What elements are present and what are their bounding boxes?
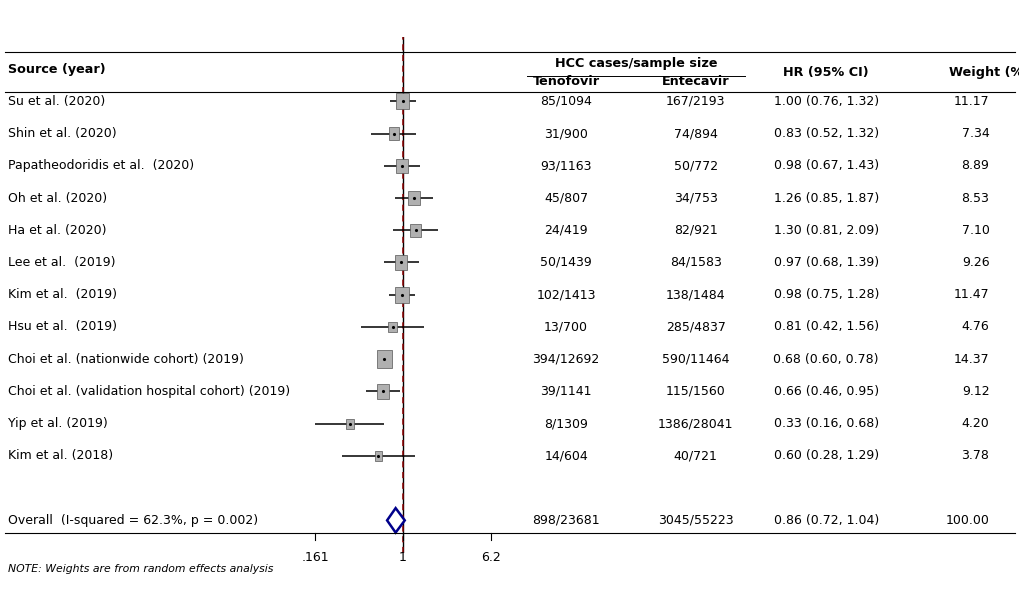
Text: 0.81 (0.42, 1.56): 0.81 (0.42, 1.56) bbox=[772, 321, 878, 333]
Text: .161: .161 bbox=[301, 551, 328, 564]
Text: 50/772: 50/772 bbox=[673, 159, 717, 173]
Text: 40/721: 40/721 bbox=[673, 449, 717, 462]
Text: 1: 1 bbox=[398, 551, 407, 564]
Text: 167/2193: 167/2193 bbox=[665, 95, 725, 108]
Text: 3.78: 3.78 bbox=[961, 449, 988, 462]
Text: 8/1309: 8/1309 bbox=[543, 417, 588, 430]
Text: 45/807: 45/807 bbox=[543, 192, 588, 204]
Text: Overall  (I-squared = 62.3%, p = 0.002): Overall (I-squared = 62.3%, p = 0.002) bbox=[8, 514, 258, 527]
Text: 14.37: 14.37 bbox=[953, 352, 988, 366]
Text: 6.2: 6.2 bbox=[480, 551, 500, 564]
Bar bbox=[395, 287, 409, 303]
Bar bbox=[410, 224, 420, 236]
Text: 1.00 (0.76, 1.32): 1.00 (0.76, 1.32) bbox=[772, 95, 878, 108]
Text: 0.66 (0.46, 0.95): 0.66 (0.46, 0.95) bbox=[772, 385, 878, 398]
Text: 0.86 (0.72, 1.04): 0.86 (0.72, 1.04) bbox=[772, 514, 878, 527]
Text: 7.34: 7.34 bbox=[961, 127, 988, 140]
Bar bbox=[408, 191, 419, 205]
Text: 39/1141: 39/1141 bbox=[540, 385, 591, 398]
Text: 0.97 (0.68, 1.39): 0.97 (0.68, 1.39) bbox=[772, 256, 878, 269]
Text: 394/12692: 394/12692 bbox=[532, 352, 599, 366]
Text: 0.83 (0.52, 1.32): 0.83 (0.52, 1.32) bbox=[772, 127, 878, 140]
Text: 4.76: 4.76 bbox=[961, 321, 988, 333]
Text: 31/900: 31/900 bbox=[543, 127, 588, 140]
Text: 14/604: 14/604 bbox=[544, 449, 587, 462]
Text: 0.60 (0.28, 1.29): 0.60 (0.28, 1.29) bbox=[772, 449, 878, 462]
Text: Kim et al. (2018): Kim et al. (2018) bbox=[8, 449, 113, 462]
Text: 74/894: 74/894 bbox=[673, 127, 717, 140]
Text: 590/11464: 590/11464 bbox=[661, 352, 729, 366]
Text: 1.26 (0.85, 1.87): 1.26 (0.85, 1.87) bbox=[772, 192, 878, 204]
Bar bbox=[377, 350, 391, 368]
Text: 34/753: 34/753 bbox=[673, 192, 717, 204]
Text: Lee et al.  (2019): Lee et al. (2019) bbox=[8, 256, 115, 269]
Text: 0.68 (0.60, 0.78): 0.68 (0.60, 0.78) bbox=[772, 352, 878, 366]
Text: Tenofovir: Tenofovir bbox=[532, 74, 599, 88]
Polygon shape bbox=[386, 508, 405, 532]
Text: 102/1413: 102/1413 bbox=[536, 288, 595, 301]
Text: 50/1439: 50/1439 bbox=[540, 256, 591, 269]
Text: 898/23681: 898/23681 bbox=[532, 514, 599, 527]
Text: 100.00: 100.00 bbox=[945, 514, 988, 527]
Text: NOTE: Weights are from random effects analysis: NOTE: Weights are from random effects an… bbox=[8, 564, 273, 573]
Text: 3045/55223: 3045/55223 bbox=[657, 514, 733, 527]
Text: Kim et al.  (2019): Kim et al. (2019) bbox=[8, 288, 117, 301]
Text: 138/1484: 138/1484 bbox=[665, 288, 725, 301]
Text: Weight (%): Weight (%) bbox=[949, 66, 1019, 79]
Bar bbox=[396, 93, 409, 109]
Text: HCC cases/sample size: HCC cases/sample size bbox=[554, 56, 716, 70]
Text: 285/4837: 285/4837 bbox=[665, 321, 725, 333]
Text: Choi et al. (validation hospital cohort) (2019): Choi et al. (validation hospital cohort)… bbox=[8, 385, 290, 398]
Bar bbox=[345, 419, 354, 429]
Text: 1386/28041: 1386/28041 bbox=[657, 417, 733, 430]
Text: 13/700: 13/700 bbox=[543, 321, 588, 333]
Text: 8.53: 8.53 bbox=[961, 192, 988, 204]
Text: HR (95% CI): HR (95% CI) bbox=[783, 66, 868, 79]
Text: 9.26: 9.26 bbox=[961, 256, 988, 269]
Text: Su et al. (2020): Su et al. (2020) bbox=[8, 95, 105, 108]
Bar bbox=[395, 158, 408, 173]
Text: 0.33 (0.16, 0.68): 0.33 (0.16, 0.68) bbox=[772, 417, 878, 430]
Bar bbox=[374, 451, 382, 460]
Text: Oh et al. (2020): Oh et al. (2020) bbox=[8, 192, 107, 204]
Text: Entecavir: Entecavir bbox=[661, 74, 729, 88]
Text: Shin et al. (2020): Shin et al. (2020) bbox=[8, 127, 116, 140]
Text: 0.98 (0.75, 1.28): 0.98 (0.75, 1.28) bbox=[772, 288, 878, 301]
Text: 11.17: 11.17 bbox=[953, 95, 988, 108]
Bar bbox=[388, 127, 398, 140]
Text: 11.47: 11.47 bbox=[953, 288, 988, 301]
Text: Yip et al. (2019): Yip et al. (2019) bbox=[8, 417, 108, 430]
Text: Ha et al. (2020): Ha et al. (2020) bbox=[8, 223, 107, 237]
Bar bbox=[388, 322, 396, 332]
Text: 24/419: 24/419 bbox=[544, 223, 587, 237]
Text: 82/921: 82/921 bbox=[674, 223, 716, 237]
Text: 93/1163: 93/1163 bbox=[540, 159, 591, 173]
Text: 84/1583: 84/1583 bbox=[669, 256, 720, 269]
Text: 8.89: 8.89 bbox=[961, 159, 988, 173]
Text: 0.98 (0.67, 1.43): 0.98 (0.67, 1.43) bbox=[772, 159, 878, 173]
Text: 1.30 (0.81, 2.09): 1.30 (0.81, 2.09) bbox=[772, 223, 878, 237]
Text: 9.12: 9.12 bbox=[961, 385, 988, 398]
Text: 115/1560: 115/1560 bbox=[665, 385, 725, 398]
Text: Choi et al. (nationwide cohort) (2019): Choi et al. (nationwide cohort) (2019) bbox=[8, 352, 244, 366]
Text: Hsu et al.  (2019): Hsu et al. (2019) bbox=[8, 321, 117, 333]
Text: Papatheodoridis et al.  (2020): Papatheodoridis et al. (2020) bbox=[8, 159, 194, 173]
Text: 85/1094: 85/1094 bbox=[540, 95, 591, 108]
Text: Source (year): Source (year) bbox=[8, 63, 106, 76]
Bar bbox=[377, 384, 388, 398]
Bar bbox=[395, 255, 407, 270]
Text: 7.10: 7.10 bbox=[961, 223, 988, 237]
Text: 4.20: 4.20 bbox=[961, 417, 988, 430]
